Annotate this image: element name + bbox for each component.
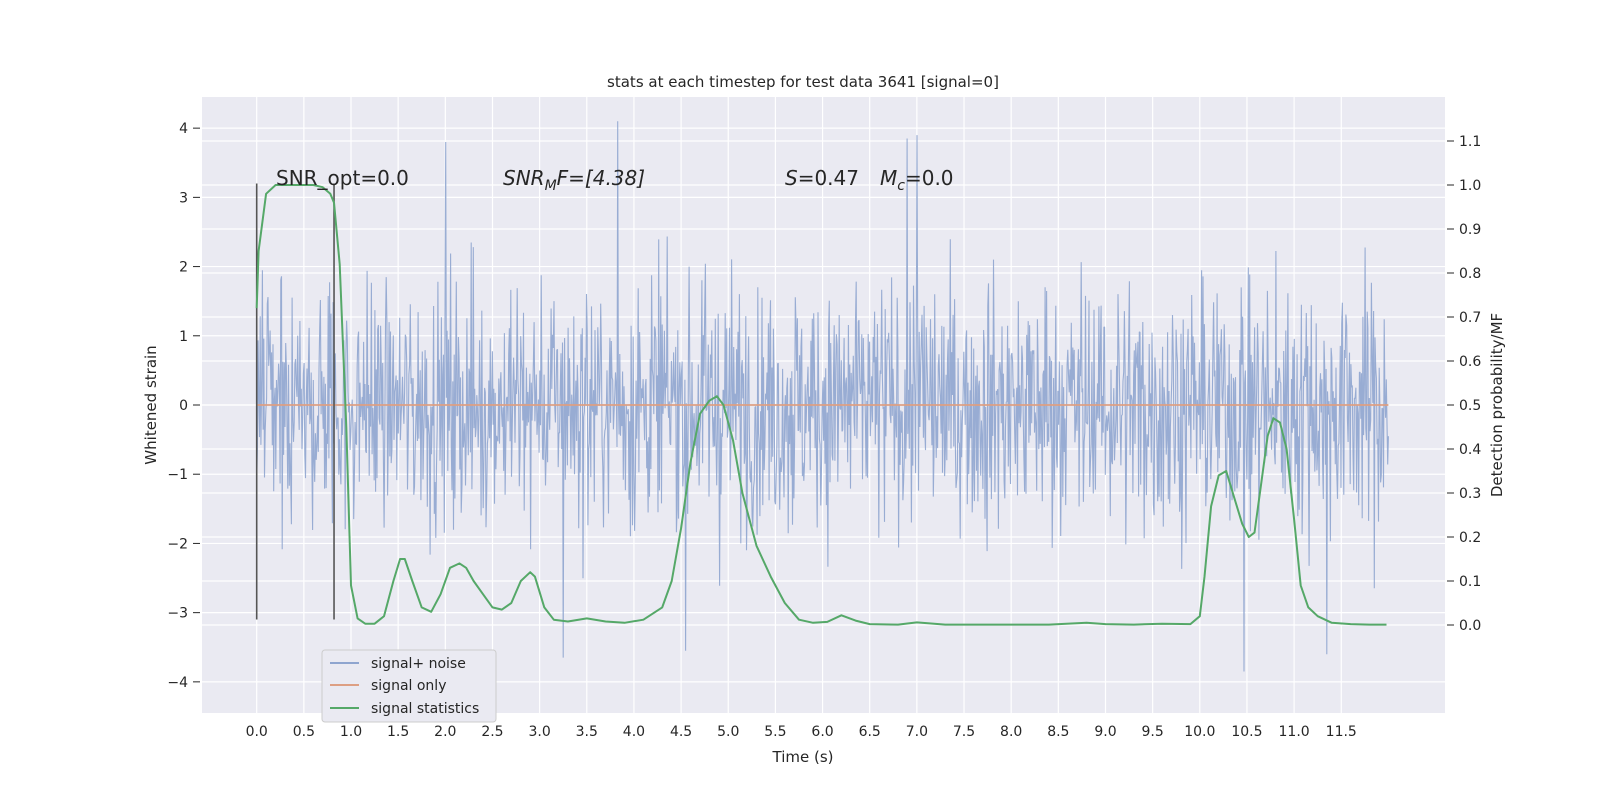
snr-mf-sub: M [545,178,557,194]
x-tick-label: 5.5 [764,724,786,740]
x-tick-label: 9.5 [1142,724,1164,740]
series-signal-statistics [255,184,1387,626]
y-tick-label: −3 [167,606,188,622]
legend-box [321,649,497,723]
x-tick-label: 4.0 [623,724,645,740]
window-markers [255,183,335,620]
mc-value: =0.0 [905,166,954,190]
x-axis-ticks: 0.0 0.5 1.0 1.5 2.0 2.5 3.0 3.5 4.0 4.5 5.0 5.5 6.0 6… [246,724,1357,740]
x-tick-label: 2.5 [481,724,503,740]
y2-tick-label: 0.2 [1459,530,1481,546]
y2-axis-title: Detection probability/MF [1488,313,1506,497]
s-value: =0.47 [798,166,859,190]
y2-tick-label: 0.3 [1459,486,1481,502]
s-label: S [785,166,798,190]
y2-tick-label: 0.0 [1459,618,1481,634]
x-tick-label: 9.0 [1094,724,1116,740]
y2-tick-label: 0.4 [1459,442,1481,458]
x-tick-label: 3.5 [576,724,598,740]
annotation-mc: Mc=0.0 [880,166,954,194]
y2-tick-label: 0.7 [1459,310,1481,326]
annotation-snr-mf: SNRMF=[4.38] [503,166,645,194]
x-axis-title: Time (s) [772,748,834,766]
x-tick-label: 3.0 [528,724,550,740]
x-tick-label: 0.0 [246,724,268,740]
y-tick-label: −4 [167,675,188,691]
y2-tick-label: 0.5 [1459,398,1481,414]
x-tick-label: 11.0 [1279,724,1310,740]
y2-tick-label: 1.1 [1459,134,1481,150]
signal-noise-line [256,121,1389,672]
signal-statistics-line [255,184,1387,626]
x-tick-label: 2.0 [434,724,456,740]
y2-tick-label: 0.1 [1459,574,1481,590]
chart-title: stats at each timestep for test data 364… [607,73,999,91]
legend-label-signal-noise: signal+ noise [371,656,466,672]
y2-tick-label: 0.6 [1459,354,1481,370]
y2-tick-label: 1.0 [1459,178,1481,194]
series-signal-noise [256,121,1389,672]
x-tick-label: 6.0 [811,724,833,740]
x-tick-label: 10.5 [1231,724,1262,740]
annotation-s: S=0.47 [785,166,859,190]
y-tick-label: 0 [179,398,188,414]
y-tick-label: 2 [179,260,188,276]
y-tick-label: −1 [167,467,188,483]
y-tick-label: 4 [179,121,188,137]
y-axis-title: Whitened strain [142,345,160,464]
legend: signal+ noise signal only signal statist… [321,649,497,723]
y-axis-ticks: −4 −3 −2 −1 0 1 2 3 4 [167,121,200,691]
mc-sub: c [897,178,905,194]
mc-label: M [880,166,897,190]
x-tick-label: 8.5 [1047,724,1069,740]
x-tick-label: 10.0 [1184,724,1215,740]
x-tick-label: 11.5 [1326,724,1357,740]
x-tick-label: 7.5 [953,724,975,740]
x-tick-label: 7.0 [906,724,928,740]
x-tick-label: 1.0 [340,724,362,740]
x-tick-label: 5.0 [717,724,739,740]
legend-label-signal-statistics: signal statistics [371,701,479,717]
y2-tick-label: 0.8 [1459,266,1481,282]
x-tick-label: 4.5 [670,724,692,740]
y2-axis-ticks: 0.0 0.1 0.2 0.3 0.4 0.5 0.6 0.7 0.8 0.9 1.0 1.1 [1447,134,1481,634]
annotation-snr-opt: SNR_opt=0.0 [276,166,409,190]
x-tick-label: 0.5 [293,724,315,740]
x-tick-label: 6.5 [859,724,881,740]
y-tick-label: 1 [179,329,188,345]
y-tick-label: 3 [179,190,188,206]
x-tick-label: 1.5 [387,724,409,740]
x-tick-label: 8.0 [1000,724,1022,740]
y2-tick-label: 0.9 [1459,222,1481,238]
snr-mf-base: SNR [503,166,545,190]
snr-mf-rest: F=[4.38] [557,166,645,190]
legend-label-signal-only: signal only [371,678,446,694]
y-tick-label: −2 [167,536,188,552]
